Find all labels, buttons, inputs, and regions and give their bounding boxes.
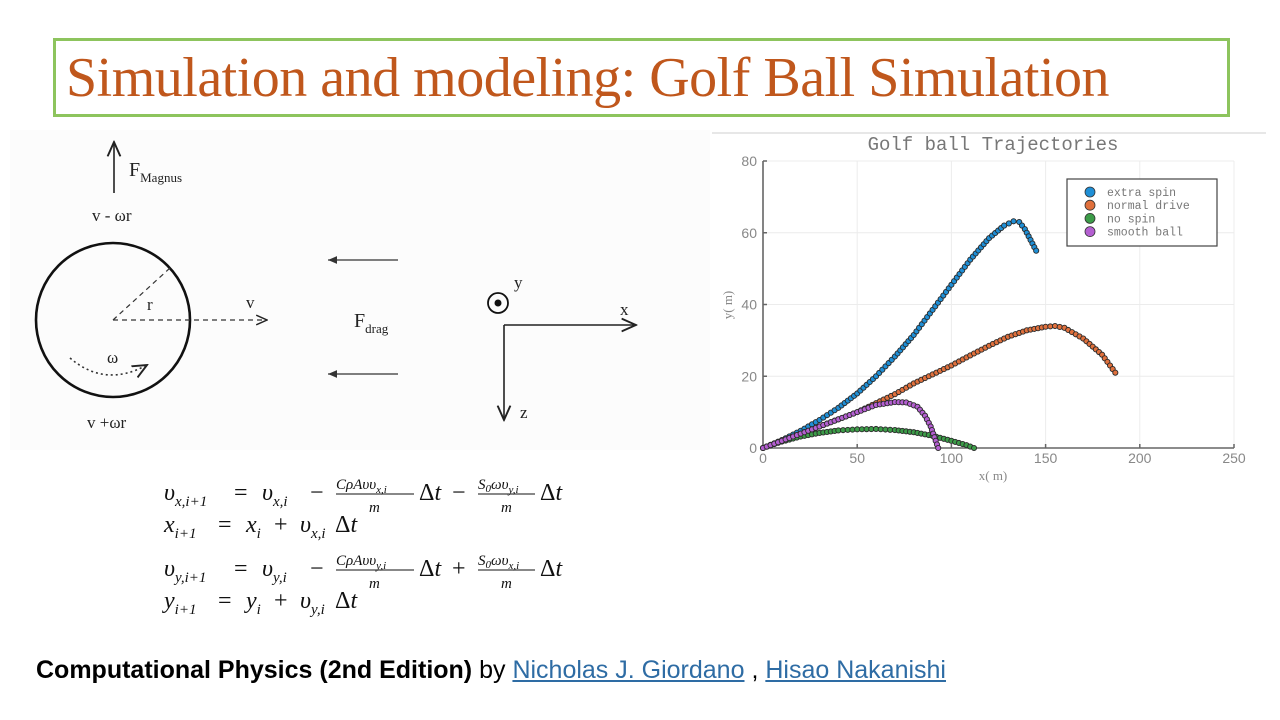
equation-vy: υy,i+1 = υy,i − CρAυυy,i m Δt + S0ωυx,i … <box>164 553 563 592</box>
svg-text:υy,i: υy,i <box>262 556 287 586</box>
velocity-label: v <box>246 293 255 312</box>
svg-text:20: 20 <box>741 368 757 384</box>
svg-text:xi+1: xi+1 <box>163 512 196 542</box>
title-box: Simulation and modeling: Golf Ball Simul… <box>53 38 1230 117</box>
svg-text:80: 80 <box>741 153 757 169</box>
svg-text:=: = <box>218 512 232 538</box>
book-title: Computational Physics (2nd Edition) <box>36 656 473 684</box>
spin-label: ω <box>107 348 118 367</box>
svg-text:50: 50 <box>849 450 865 466</box>
legend-marker-icon <box>1084 226 1096 237</box>
y-axis-label: y( m) <box>720 291 735 320</box>
equation-y: yi+1 = yi + υy,i Δt <box>162 588 358 618</box>
svg-text:Δt: Δt <box>419 480 442 506</box>
svg-text:S0ωυx,i: S0ωυx,i <box>478 553 519 572</box>
magnus-label: FMagnus <box>129 159 182 185</box>
spin-arrow-icon <box>69 357 147 375</box>
svg-text:υy,i: υy,i <box>300 588 325 618</box>
svg-text:υx,i+1: υx,i+1 <box>164 480 207 510</box>
drag-label: Fdrag <box>354 310 389 336</box>
series-extra-spin <box>759 218 1040 452</box>
svg-text:m: m <box>501 500 512 516</box>
svg-text:60: 60 <box>741 225 757 241</box>
separator-text: , <box>744 656 766 684</box>
trajectory-chart: Golf ball Trajectories 0 50 100 150 200 250 0 2… <box>712 132 1266 483</box>
update-equations: υx,i+1 = υx,i − CρAυυx,i m Δt − S0ωυy,i … <box>162 477 563 618</box>
legend-marker-icon <box>1084 199 1096 211</box>
svg-text:0: 0 <box>749 440 757 456</box>
author-link-giordano[interactable]: Nicholas J. Giordano <box>512 656 745 684</box>
svg-text:0: 0 <box>759 450 767 466</box>
svg-text:Δt: Δt <box>419 556 442 582</box>
slide-title: Simulation and modeling: Golf Ball Simul… <box>66 46 1110 109</box>
legend-marker-icon <box>1084 186 1096 198</box>
legend-label: smooth ball <box>1107 227 1183 240</box>
axis-x-label: x <box>620 300 629 319</box>
y-axis-out-of-page-icon <box>487 292 509 314</box>
axis-y-label: y <box>514 273 523 292</box>
author-link-nakanishi[interactable]: Hisao Nakanishi <box>765 656 946 684</box>
chart-series <box>759 218 1119 452</box>
svg-text:40: 40 <box>741 297 757 313</box>
magnus-force-diagram: FMagnus v - ωr r v ω v +ωr Fdrag y x z <box>10 130 710 450</box>
top-speed-label: v - ωr <box>92 206 132 225</box>
equation-x: xi+1 = xi + υx,i Δt <box>163 512 358 542</box>
citation: Computational Physics (2nd Edition) by N… <box>36 656 946 685</box>
svg-text:+: + <box>274 512 288 538</box>
svg-text:=: = <box>218 588 232 614</box>
axis-z-label: z <box>520 403 528 422</box>
bottom-speed-label: v +ωr <box>87 413 127 432</box>
svg-text:Δt: Δt <box>540 556 563 582</box>
legend-label: normal drive <box>1107 200 1190 213</box>
svg-text:Δt: Δt <box>335 588 358 614</box>
svg-text:250: 250 <box>1222 450 1246 466</box>
svg-text:Δt: Δt <box>540 480 563 506</box>
svg-text:υx,i: υx,i <box>300 512 326 542</box>
svg-text:υx,i: υx,i <box>262 480 288 510</box>
svg-text:=: = <box>234 556 248 582</box>
radius-line <box>112 267 171 321</box>
legend-label: no spin <box>1107 213 1155 226</box>
legend-label: extra spin <box>1107 187 1176 200</box>
legend-marker-icon <box>1084 213 1096 224</box>
equation-vx: υx,i+1 = υx,i − CρAυυx,i m Δt − S0ωυy,i … <box>164 477 563 516</box>
radius-label: r <box>147 295 153 314</box>
svg-text:=: = <box>234 480 248 506</box>
svg-text:+: + <box>452 556 466 582</box>
svg-text:−: − <box>452 480 466 506</box>
svg-text:xi: xi <box>245 512 261 542</box>
svg-text:yi: yi <box>244 588 261 618</box>
chart-title: Golf ball Trajectories <box>868 134 1119 156</box>
svg-text:−: − <box>310 480 324 506</box>
by-text: by <box>472 656 513 684</box>
chart-axes <box>762 160 1235 449</box>
svg-text:CρAυυy,i: CρAυυy,i <box>336 553 386 572</box>
svg-text:m: m <box>369 500 380 516</box>
svg-text:150: 150 <box>1034 450 1058 466</box>
svg-text:υy,i+1: υy,i+1 <box>164 556 206 586</box>
svg-text:−: − <box>310 556 324 582</box>
svg-text:CρAυυx,i: CρAυυx,i <box>336 477 387 496</box>
svg-text:200: 200 <box>1128 450 1152 466</box>
svg-text:m: m <box>501 576 512 592</box>
series-smooth-ball <box>759 399 942 452</box>
svg-text:yi+1: yi+1 <box>162 588 196 618</box>
svg-text:S0ωυy,i: S0ωυy,i <box>478 477 519 496</box>
svg-text:m: m <box>369 576 380 592</box>
svg-text:+: + <box>274 588 288 614</box>
chart-tick-labels: 0 50 100 150 200 250 0 20 40 60 80 <box>741 153 1245 466</box>
svg-text:Δt: Δt <box>335 512 358 538</box>
svg-text:100: 100 <box>940 450 964 466</box>
x-axis-label: x( m) <box>979 468 1008 483</box>
